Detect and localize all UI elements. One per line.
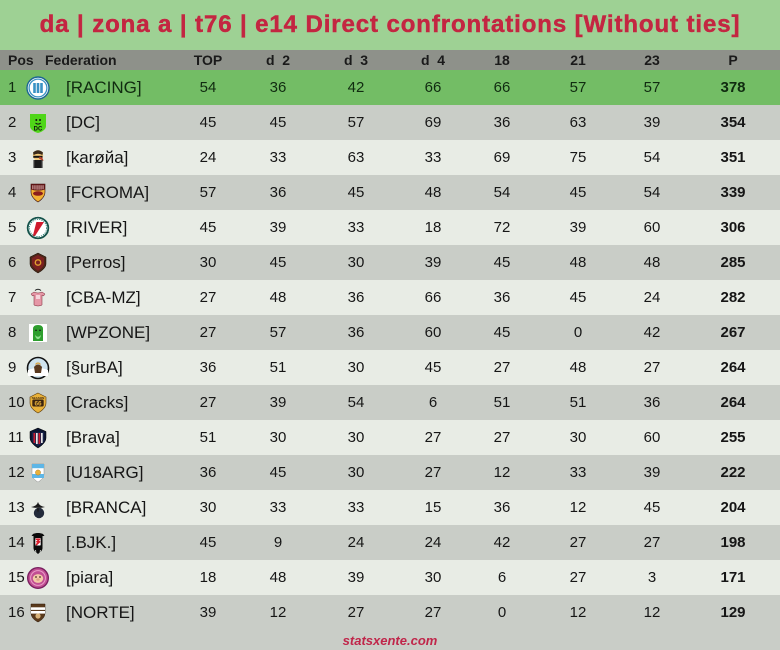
svg-text:DC: DC [34, 126, 43, 132]
svg-text:66: 66 [34, 400, 42, 407]
